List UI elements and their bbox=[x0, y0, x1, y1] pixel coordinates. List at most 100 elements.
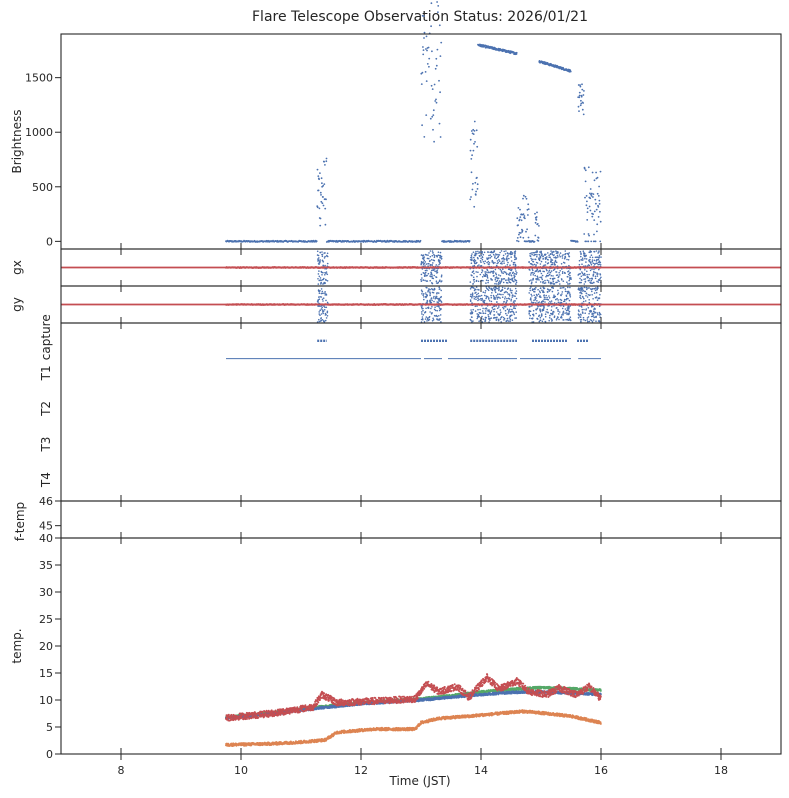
brightness-point bbox=[429, 117, 432, 120]
gy-blue-point bbox=[437, 292, 440, 294]
gy-blue-point bbox=[578, 287, 580, 289]
gy-blue-point bbox=[475, 291, 477, 294]
brightness-point bbox=[593, 233, 595, 236]
gy-blue-point bbox=[422, 309, 424, 312]
gx-blue-point bbox=[596, 256, 598, 259]
gy-blue-point bbox=[585, 309, 587, 311]
brightness-point bbox=[517, 224, 519, 227]
gx-blue-point bbox=[590, 282, 592, 285]
gy-blue-point bbox=[506, 317, 509, 320]
gy-blue-point bbox=[591, 321, 594, 323]
gy-blue-point bbox=[432, 291, 435, 294]
gy-blue-point bbox=[475, 296, 477, 299]
gy-blue-point bbox=[566, 313, 568, 316]
gx-blue-point bbox=[580, 253, 582, 255]
brightness-point bbox=[320, 194, 322, 196]
gy-blue-point bbox=[594, 311, 597, 314]
gy-blue-point bbox=[473, 295, 475, 298]
gy-blue-point bbox=[544, 315, 547, 318]
gx-blue-point bbox=[530, 274, 532, 276]
brightness-point bbox=[577, 105, 580, 108]
gy-blue-point bbox=[436, 315, 439, 318]
gy-blue-point bbox=[470, 309, 472, 311]
gx-blue-point bbox=[486, 258, 489, 261]
gx-blue-point bbox=[434, 270, 436, 272]
gy-blue-point bbox=[469, 318, 472, 321]
gx-blue-point bbox=[551, 282, 553, 284]
gy-blue-point bbox=[318, 298, 321, 301]
gx-blue-point bbox=[473, 264, 476, 267]
gx-blue-point bbox=[598, 254, 601, 257]
gx-blue-point bbox=[529, 269, 531, 271]
gy-blue-point bbox=[485, 296, 488, 298]
gx-blue-point bbox=[488, 262, 491, 264]
gx-blue-point bbox=[595, 262, 598, 265]
gy-blue-point bbox=[551, 305, 553, 308]
gx-blue-point bbox=[318, 275, 321, 278]
gx-blue-point bbox=[553, 268, 556, 271]
gy-blue-point bbox=[560, 301, 563, 304]
gy-blue-point bbox=[557, 313, 560, 315]
gx-blue-point bbox=[536, 275, 539, 278]
gx-blue-point bbox=[549, 253, 552, 256]
brightness-point bbox=[425, 48, 427, 50]
status-category-label: T2 bbox=[39, 401, 53, 417]
brightness-point bbox=[472, 133, 475, 136]
gy-blue-point bbox=[540, 313, 543, 315]
gx-blue-point bbox=[529, 255, 531, 257]
status-category-label: T1 bbox=[39, 365, 53, 381]
gx-blue-point bbox=[475, 262, 478, 265]
gy-blue-point bbox=[429, 288, 431, 291]
gx-blue-point bbox=[535, 261, 538, 264]
brightness-point bbox=[581, 83, 583, 86]
gy-blue-point bbox=[488, 300, 491, 302]
gx-blue-point bbox=[536, 251, 538, 253]
gy-blue-point bbox=[529, 298, 532, 301]
gy-blue-point bbox=[321, 290, 324, 293]
gy-blue-point bbox=[497, 313, 499, 315]
gy-blue-point bbox=[484, 320, 487, 322]
gy-blue-point bbox=[507, 320, 510, 322]
gy-blue-point bbox=[559, 298, 562, 301]
gx-blue-point bbox=[530, 259, 533, 261]
gy-blue-point bbox=[594, 308, 596, 310]
gx-blue-point bbox=[544, 258, 547, 260]
gx-blue-point bbox=[584, 257, 586, 260]
brightness-point bbox=[589, 197, 592, 200]
brightness-point bbox=[585, 240, 587, 243]
gx-blue-point bbox=[597, 279, 600, 281]
gy-blue-point bbox=[501, 289, 504, 291]
gx-blue-point bbox=[479, 260, 482, 262]
gy-blue-point bbox=[429, 300, 432, 303]
gy-blue-point bbox=[567, 313, 570, 316]
gy-blue-point bbox=[569, 319, 572, 322]
gy-blue-point bbox=[550, 312, 552, 315]
brightness-point bbox=[596, 223, 599, 226]
gx-blue-point bbox=[431, 269, 433, 272]
gy-blue-point bbox=[508, 293, 511, 296]
gy-blue-point bbox=[509, 320, 512, 322]
brightness-point bbox=[592, 193, 595, 196]
brightness-point bbox=[583, 167, 586, 170]
gx-blue-point bbox=[583, 272, 586, 275]
gy-blue-point bbox=[490, 311, 492, 313]
gy-blue-point bbox=[494, 291, 497, 294]
gy-blue-point bbox=[543, 298, 545, 301]
gx-blue-point bbox=[479, 255, 481, 258]
gx-blue-point bbox=[579, 277, 581, 280]
brightness-point bbox=[323, 160, 325, 163]
gy-blue-point bbox=[509, 318, 512, 321]
gy-blue-point bbox=[429, 311, 431, 313]
gx-blue-point bbox=[496, 260, 499, 262]
gy-blue-point bbox=[549, 300, 551, 303]
gy-blue-point bbox=[529, 310, 531, 313]
gx-blue-point bbox=[485, 279, 488, 282]
gy-blue-point bbox=[593, 310, 595, 313]
gx-blue-point bbox=[483, 251, 486, 254]
gx-blue-point bbox=[550, 270, 553, 272]
gy-blue-point bbox=[497, 293, 499, 295]
gx-blue-point bbox=[321, 255, 324, 258]
gy-blue-point bbox=[493, 314, 495, 316]
gx-blue-point bbox=[321, 253, 324, 256]
gy-blue-point bbox=[555, 298, 557, 301]
